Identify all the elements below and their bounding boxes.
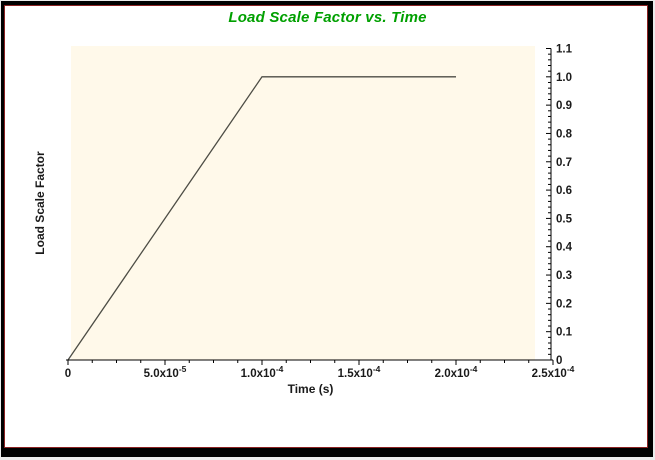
y-tick-label: 0.3 xyxy=(556,270,572,282)
x-tick-label: 0 xyxy=(65,368,71,380)
y-tick-label: 0.7 xyxy=(556,157,572,169)
y-tick-label: 0.4 xyxy=(556,242,573,254)
x-tick-label: 2.5x10-4 xyxy=(532,364,575,380)
plot-area xyxy=(71,46,535,360)
y-tick-label: 0.5 xyxy=(556,213,573,225)
y-tick-label: 0.2 xyxy=(556,298,572,310)
x-tick-label: 2.0x10-4 xyxy=(435,364,478,380)
y-tick-label: 0.6 xyxy=(556,185,572,197)
y-tick-label: 0 xyxy=(556,355,562,367)
x-axis-title: Time (s) xyxy=(288,382,334,396)
y-tick-label: 0.8 xyxy=(556,128,573,140)
y-tick-label: 1.0 xyxy=(556,72,572,84)
y-axis-title: Load Scale Factor xyxy=(33,151,47,255)
y-tick-label: 0.1 xyxy=(556,327,573,339)
y-tick-label: 1.1 xyxy=(556,44,573,56)
x-tick-label: 5.0x10-5 xyxy=(144,364,187,380)
x-tick-label: 1.0x10-4 xyxy=(241,364,284,380)
x-tick-label: 1.5x10-4 xyxy=(338,364,381,380)
y-tick-label: 0.9 xyxy=(556,100,572,112)
curve-line xyxy=(67,76,456,361)
chart-title: Load Scale Factor vs. Time xyxy=(228,9,427,26)
